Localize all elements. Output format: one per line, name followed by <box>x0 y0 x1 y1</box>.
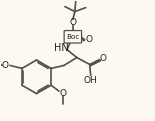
Text: O: O <box>85 35 92 44</box>
Text: HN: HN <box>54 43 68 53</box>
Text: O: O <box>60 89 66 98</box>
Text: O: O <box>2 61 9 70</box>
Text: Boc: Boc <box>66 34 80 40</box>
FancyBboxPatch shape <box>64 30 82 43</box>
Text: O: O <box>69 18 76 27</box>
Text: OH: OH <box>84 76 97 85</box>
Text: O: O <box>99 54 106 63</box>
